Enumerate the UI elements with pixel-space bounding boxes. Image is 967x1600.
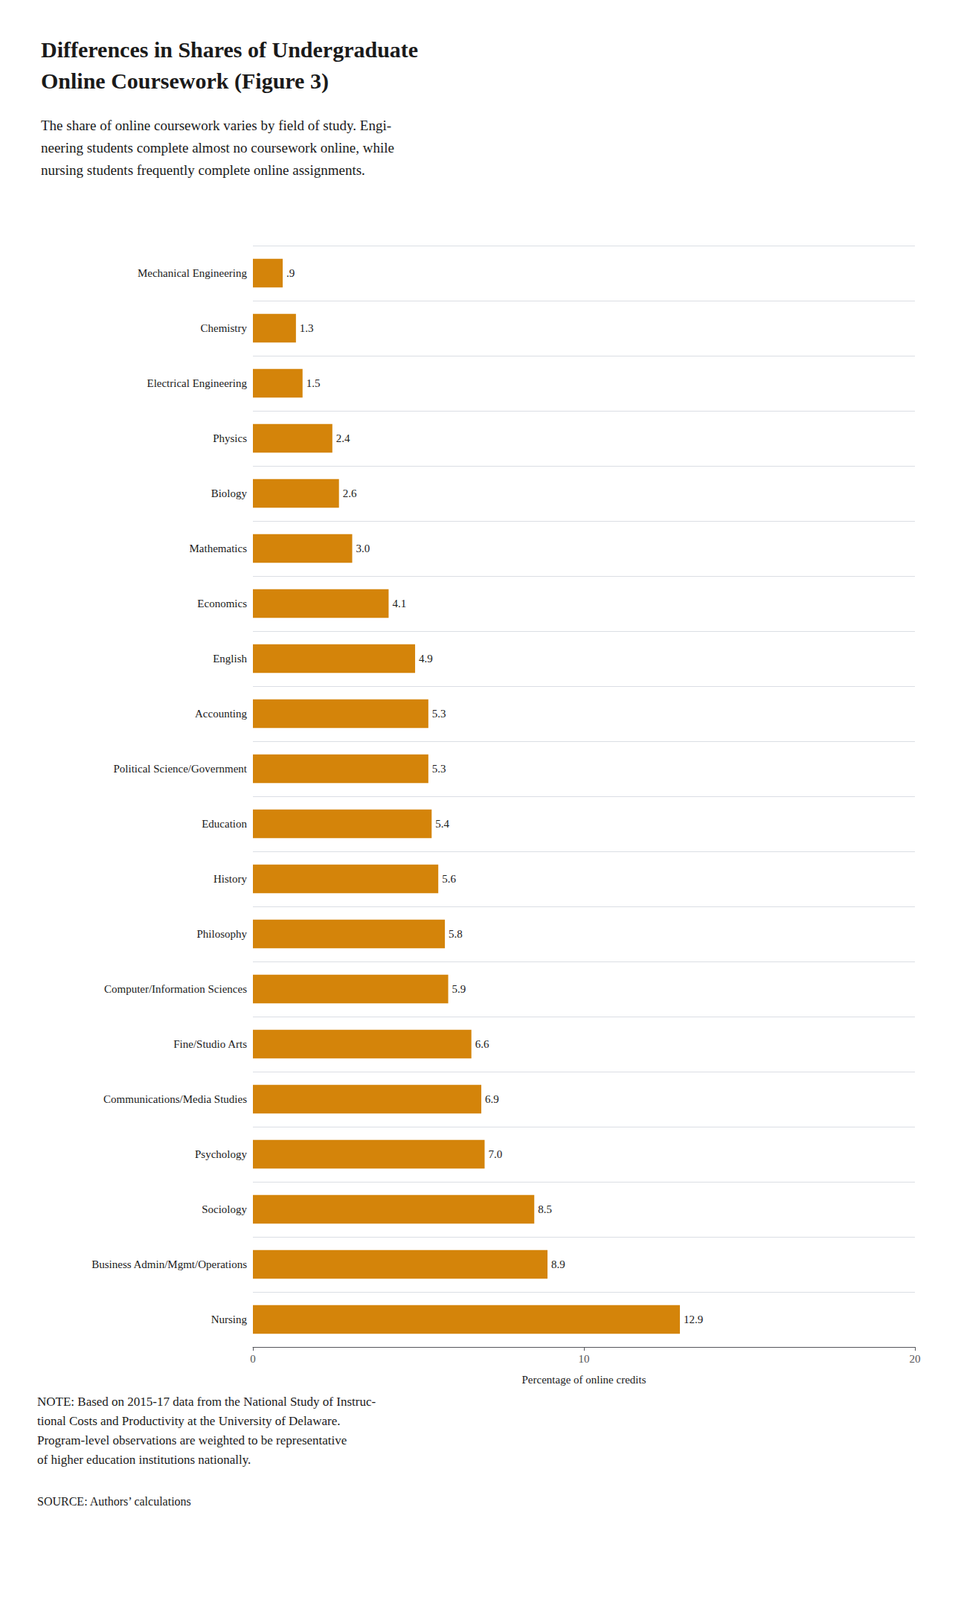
svg-text:NOTE: Based on 2015-17 data fr: NOTE: Based on 2015-17 data from the Nat… <box>37 1393 376 1409</box>
svg-text:5.6: 5.6 <box>441 872 456 885</box>
svg-text:History: History <box>213 872 248 885</box>
svg-text:Political Science/Government: Political Science/Government <box>113 762 247 775</box>
svg-text:5.9: 5.9 <box>452 982 467 995</box>
svg-text:Nursing: Nursing <box>211 1312 248 1325</box>
svg-text:10: 10 <box>578 1352 590 1365</box>
svg-text:6.6: 6.6 <box>475 1037 490 1050</box>
svg-text:0: 0 <box>249 1352 256 1365</box>
svg-text:Business Admin/Mgmt/Operations: Business Admin/Mgmt/Operations <box>91 1257 247 1270</box>
svg-text:Mathematics: Mathematics <box>189 542 248 555</box>
svg-text:6.9: 6.9 <box>484 1092 500 1105</box>
svg-text:of higher education institutio: of higher education institutions nationa… <box>37 1451 251 1467</box>
svg-text:8.5: 8.5 <box>537 1202 552 1215</box>
svg-text:Chemistry: Chemistry <box>200 322 248 334</box>
svg-text:12.9: 12.9 <box>683 1312 703 1325</box>
svg-text:English: English <box>212 652 247 665</box>
svg-text:Electrical Engineering: Electrical Engineering <box>146 377 247 390</box>
svg-text:Physics: Physics <box>212 432 247 445</box>
svg-text:5.4: 5.4 <box>435 817 450 830</box>
svg-text:.9: .9 <box>286 267 295 279</box>
svg-text:Philosophy: Philosophy <box>196 927 247 940</box>
svg-text:Accounting: Accounting <box>194 707 247 720</box>
svg-text:tional Costs and Productivity: tional Costs and Productivity at the Uni… <box>37 1413 340 1428</box>
svg-text:Communications/Media Studies: Communications/Media Studies <box>103 1092 247 1105</box>
svg-text:5.8: 5.8 <box>448 927 463 940</box>
svg-text:Mechanical Engineering: Mechanical Engineering <box>137 267 248 279</box>
svg-text:2.4: 2.4 <box>336 432 351 445</box>
svg-text:nursing students frequently co: nursing students frequently complete onl… <box>40 162 366 178</box>
svg-text:Fine/Studio Arts: Fine/Studio Arts <box>173 1037 247 1050</box>
svg-text:5.3: 5.3 <box>432 762 447 775</box>
svg-text:4.9: 4.9 <box>418 652 433 665</box>
svg-text:Psychology: Psychology <box>194 1147 248 1160</box>
svg-text:Online Coursework (Figure 3): Online Coursework (Figure 3) <box>40 68 329 94</box>
svg-text:7.0: 7.0 <box>488 1147 503 1160</box>
svg-text:Program-level observations are: Program-level observations are weighted … <box>37 1432 347 1447</box>
svg-text:The share of online coursework: The share of online coursework varies by… <box>40 117 392 134</box>
svg-text:Computer/Information Sciences: Computer/Information Sciences <box>104 982 247 995</box>
svg-text:1.3: 1.3 <box>299 322 314 334</box>
svg-text:Biology: Biology <box>211 487 248 500</box>
svg-text:Economics: Economics <box>197 597 247 610</box>
svg-text:Education: Education <box>201 817 247 830</box>
svg-text:SOURCE: Authors’ calculations: SOURCE: Authors’ calculations <box>37 1494 192 1508</box>
svg-text:5.3: 5.3 <box>432 707 447 720</box>
svg-text:Differences in Shares of Under: Differences in Shares of Undergraduate <box>40 37 419 62</box>
svg-text:8.9: 8.9 <box>551 1257 566 1270</box>
svg-text:1.5: 1.5 <box>306 377 321 390</box>
svg-text:3.0: 3.0 <box>356 542 371 555</box>
svg-text:4.1: 4.1 <box>392 597 407 610</box>
svg-text:20: 20 <box>909 1352 921 1365</box>
svg-text:Percentage of online credits: Percentage of online credits <box>521 1373 646 1386</box>
svg-text:Sociology: Sociology <box>201 1202 247 1215</box>
svg-text:neering students complete almo: neering students complete almost no cour… <box>40 139 395 156</box>
svg-text:2.6: 2.6 <box>342 487 358 500</box>
